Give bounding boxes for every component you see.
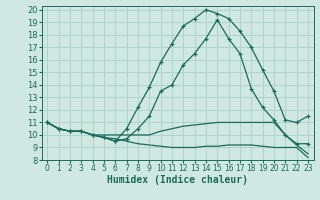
X-axis label: Humidex (Indice chaleur): Humidex (Indice chaleur) bbox=[107, 175, 248, 185]
